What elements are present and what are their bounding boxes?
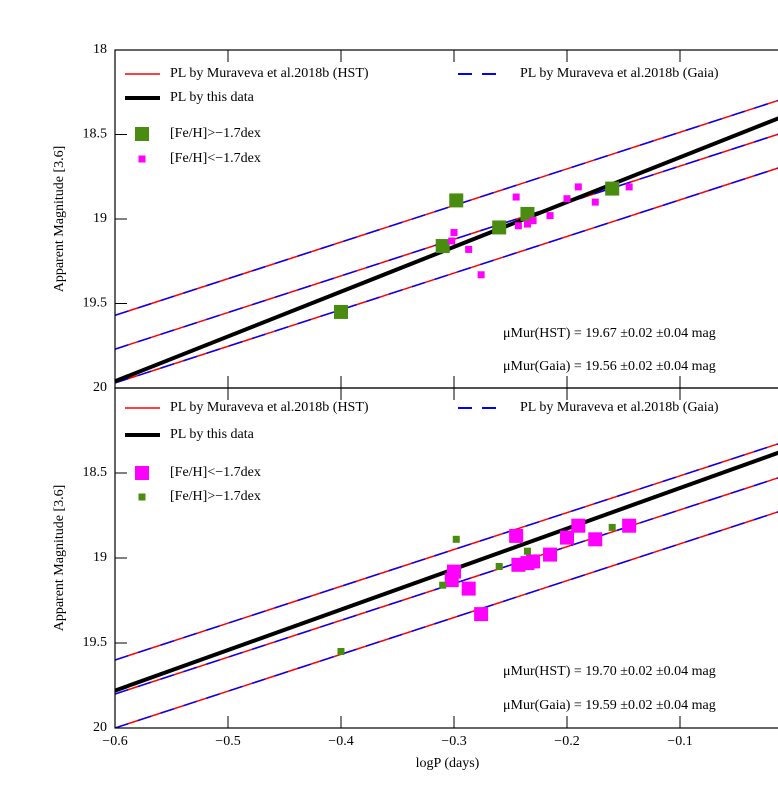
x-tick-label: −0.4	[328, 734, 353, 749]
legend-label: PL by Muraveva et al.2018b (Gaia)	[520, 66, 719, 81]
legend-label: PL by Muraveva et al.2018b (HST)	[170, 400, 369, 415]
annotation: μMur(Gaia) = 19.56 ±0.02 ±0.04 mag	[503, 359, 716, 374]
x-tick-label: −0.5	[215, 734, 240, 749]
x-tick-label: −0.1	[667, 734, 692, 749]
data-point	[448, 237, 456, 245]
data-point	[588, 532, 603, 547]
legend-swatch	[138, 155, 146, 163]
legend-swatch	[135, 466, 149, 480]
data-point	[509, 528, 524, 543]
data-point	[337, 648, 345, 655]
data-point	[447, 564, 461, 579]
y-tick-label: 19.5	[83, 296, 108, 311]
data-point	[543, 547, 558, 562]
data-point	[591, 198, 599, 206]
legend-label: PL by Muraveva et al.2018b (HST)	[170, 66, 369, 81]
legend-label: [Fe/H]<−1.7dex	[170, 465, 261, 480]
data-point	[474, 607, 489, 622]
y-tick-label: 19	[93, 211, 107, 226]
data-point	[529, 217, 537, 225]
data-point	[435, 239, 450, 254]
annotation: μMur(Gaia) = 19.59 ±0.02 ±0.04 mag	[503, 698, 716, 713]
legend-label: [Fe/H]>−1.7dex	[170, 489, 261, 504]
legend-label: PL by this data	[170, 427, 255, 442]
data-point	[461, 581, 476, 596]
data-point	[560, 530, 574, 545]
data-point	[514, 222, 522, 230]
y-tick-label: 19.5	[83, 635, 108, 650]
data-point	[563, 195, 571, 203]
data-point	[452, 535, 460, 543]
data-point	[523, 547, 531, 555]
data-point	[574, 183, 582, 191]
x-tick-label: −0.3	[441, 734, 466, 749]
pl-line	[115, 450, 778, 693]
data-point	[571, 518, 586, 533]
data-point	[495, 563, 503, 570]
data-point	[622, 518, 637, 533]
data-point	[526, 554, 541, 569]
y-axis-label: Apparent Magnitude [3.6]	[52, 146, 67, 293]
data-point	[477, 271, 485, 279]
legend-swatch	[138, 493, 146, 501]
pl-line	[115, 511, 778, 728]
data-point	[608, 523, 616, 531]
y-tick-label: 18.5	[83, 127, 108, 142]
data-point	[523, 220, 531, 228]
data-point	[625, 183, 633, 191]
pl-line	[115, 167, 778, 384]
y-axis-label: Apparent Magnitude [3.6]	[52, 485, 67, 632]
y-tick-label: 20	[93, 380, 107, 395]
data-point	[492, 220, 507, 235]
y-tick-label: 18	[93, 42, 107, 57]
data-point	[439, 581, 447, 589]
data-point	[465, 245, 473, 253]
x-tick-label: −0.6	[102, 734, 127, 749]
data-point	[605, 181, 620, 196]
data-point	[450, 229, 458, 237]
y-tick-label: 18.5	[83, 465, 108, 480]
pl-line	[115, 443, 778, 661]
data-point	[546, 212, 554, 220]
x-axis-label: logP (days)	[416, 756, 480, 771]
data-point	[449, 193, 464, 208]
legend-label: [Fe/H]>−1.7dex	[170, 126, 261, 141]
data-point	[334, 304, 348, 319]
annotation: μMur(HST) = 19.70 ±0.02 ±0.04 mag	[503, 664, 716, 679]
pl-line	[115, 167, 778, 384]
y-tick-label: 20	[93, 720, 107, 735]
y-tick-label: 19	[93, 550, 107, 565]
legend-label: [Fe/H]<−1.7dex	[170, 151, 261, 166]
legend-label: PL by Muraveva et al.2018b (Gaia)	[520, 400, 719, 415]
annotation: μMur(HST) = 19.67 ±0.02 ±0.04 mag	[503, 326, 716, 341]
legend-swatch	[135, 127, 149, 141]
data-point	[512, 193, 520, 201]
pl-line	[115, 116, 778, 384]
legend-label: PL by this data	[170, 90, 255, 105]
pl-line	[115, 511, 778, 728]
x-tick-label: −0.2	[554, 734, 579, 749]
